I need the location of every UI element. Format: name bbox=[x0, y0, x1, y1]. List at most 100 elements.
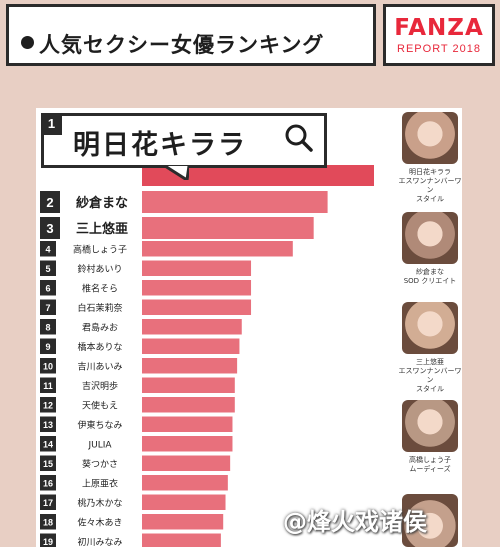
bar-rank-13 bbox=[142, 416, 233, 432]
rank-box-4 bbox=[40, 241, 56, 257]
rank-number-17: 17 bbox=[43, 498, 53, 508]
bar-rank-8 bbox=[142, 319, 242, 335]
name-label-12: 天使もえ bbox=[82, 399, 118, 411]
name-label-9: 橋本ありな bbox=[77, 341, 122, 353]
search-icon bbox=[285, 124, 313, 152]
rank-box-2 bbox=[40, 191, 60, 213]
name-label-19: 初川みなみ bbox=[77, 536, 122, 547]
name-label-bg-4 bbox=[58, 241, 138, 257]
header-title-box: 人気セクシー女優ランキング bbox=[6, 4, 376, 66]
name-label-16: 上原亜衣 bbox=[82, 477, 118, 489]
name-label-bg-15 bbox=[58, 455, 138, 471]
brand-logo: FANZA bbox=[394, 15, 484, 41]
name-label-bg-7 bbox=[58, 299, 138, 315]
rank-box-15 bbox=[40, 455, 56, 471]
bar-rank-5 bbox=[142, 260, 252, 276]
rank-number-16: 16 bbox=[43, 478, 53, 488]
name-label-14: JULIA bbox=[87, 440, 112, 450]
rank-number-2: 2 bbox=[46, 195, 53, 210]
rank-box-17 bbox=[40, 494, 56, 510]
name-label-5: 鈴村あいり bbox=[77, 263, 122, 275]
portrait-caption: 高橋しょう子 ムーディーズ bbox=[398, 456, 462, 474]
name-label-bg-5 bbox=[58, 260, 138, 276]
bar-rank-1 bbox=[142, 165, 374, 186]
name-label-11: 吉沢明歩 bbox=[82, 380, 118, 392]
bar-rank-17 bbox=[142, 494, 226, 510]
rank-box-16 bbox=[40, 475, 56, 491]
rank-number-4: 4 bbox=[45, 244, 50, 254]
bar-rank-18 bbox=[142, 514, 224, 530]
rank-box-10 bbox=[40, 358, 56, 374]
portrait-name: 紗倉まな bbox=[416, 268, 444, 276]
bar-rank-11 bbox=[142, 377, 235, 393]
name-label-bg-18 bbox=[58, 514, 138, 530]
name-label-18: 佐々木あき bbox=[77, 516, 122, 528]
rank-number-6: 6 bbox=[45, 283, 50, 293]
name-label-2: 紗倉まな bbox=[76, 195, 128, 211]
portrait-photo bbox=[402, 302, 458, 354]
bar-rank-6 bbox=[142, 280, 252, 296]
name-label-8: 君島みお bbox=[82, 321, 118, 333]
bar-rank-9 bbox=[142, 338, 240, 354]
rank-number-19: 19 bbox=[43, 537, 53, 547]
speech-pointer bbox=[165, 166, 189, 180]
rank-number-10: 10 bbox=[43, 361, 53, 371]
bar-rank-7 bbox=[142, 299, 252, 315]
bar-rank-19 bbox=[142, 533, 221, 547]
rank-box-14 bbox=[40, 436, 56, 452]
rank-number-14: 14 bbox=[43, 439, 53, 449]
portrait-caption: 紗倉まな SOD クリエイト bbox=[398, 268, 462, 286]
rank-number-18: 18 bbox=[43, 517, 53, 527]
name-label-bg-10 bbox=[58, 358, 138, 374]
rank-number-11: 11 bbox=[43, 381, 53, 391]
name-label-13: 伊東ちなみ bbox=[77, 419, 122, 431]
rank-number-5: 5 bbox=[45, 264, 50, 274]
rank-number-13: 13 bbox=[43, 420, 53, 430]
bar-rank-2 bbox=[142, 191, 328, 213]
name-label-bg-14 bbox=[58, 436, 138, 452]
name-label-bg-13 bbox=[58, 416, 138, 432]
portrait-label: スタイル bbox=[416, 195, 444, 203]
portrait-label: エスワンナンバーワン bbox=[398, 177, 462, 194]
rank-number-3: 3 bbox=[46, 221, 53, 236]
bar-rank-14 bbox=[142, 436, 233, 452]
portrait-label: SOD クリエイト bbox=[403, 277, 457, 285]
name-label-bg-2 bbox=[62, 191, 138, 213]
brand-subtitle: REPORT 2018 bbox=[397, 43, 481, 55]
bar-rank-15 bbox=[142, 455, 231, 471]
bar-rank-4 bbox=[142, 241, 293, 257]
rank-number-12: 12 bbox=[43, 400, 53, 410]
name-label-4: 高橋しょう子 bbox=[73, 243, 127, 255]
top-rank-number: 1 bbox=[41, 113, 62, 135]
bar-rank-12 bbox=[142, 397, 235, 413]
name-label-bg-6 bbox=[58, 280, 138, 296]
rank-box-11 bbox=[40, 377, 56, 393]
portrait-name: 明日花キララ bbox=[409, 168, 451, 176]
watermark: @烽火戏诸侯 bbox=[283, 508, 427, 536]
name-label-bg-11 bbox=[58, 377, 138, 393]
portrait-name: 三上悠亜 bbox=[416, 358, 444, 366]
name-label-15: 葵つかさ bbox=[82, 458, 118, 470]
rank-box-7 bbox=[40, 299, 56, 315]
name-label-bg-19 bbox=[58, 533, 138, 547]
rank-number-9: 9 bbox=[45, 342, 50, 352]
rank-box-9 bbox=[40, 338, 56, 354]
portrait-photo bbox=[402, 400, 458, 452]
portrait-photo bbox=[402, 494, 458, 547]
name-label-bg-12 bbox=[58, 397, 138, 413]
rank-box-19 bbox=[40, 533, 56, 547]
name-label-10: 吉川あいみ bbox=[77, 361, 122, 372]
portrait-label: エスワンナンバーワン bbox=[398, 367, 462, 384]
rank-box-6 bbox=[40, 280, 56, 296]
name-label-bg-16 bbox=[58, 475, 138, 491]
name-label-bg-9 bbox=[58, 338, 138, 354]
rank-number-7: 7 bbox=[45, 303, 50, 313]
portrait-photo bbox=[402, 212, 458, 264]
bullet-icon bbox=[21, 36, 34, 49]
portrait-caption: 明日花キララ エスワンナンバーワン スタイル bbox=[398, 168, 462, 204]
rank-box-5 bbox=[40, 260, 56, 276]
bar-rank-3 bbox=[142, 217, 314, 239]
name-label-3: 三上悠亜 bbox=[76, 221, 128, 237]
portrait-caption: 三上悠亜 エスワンナンバーワン スタイル bbox=[398, 358, 462, 394]
